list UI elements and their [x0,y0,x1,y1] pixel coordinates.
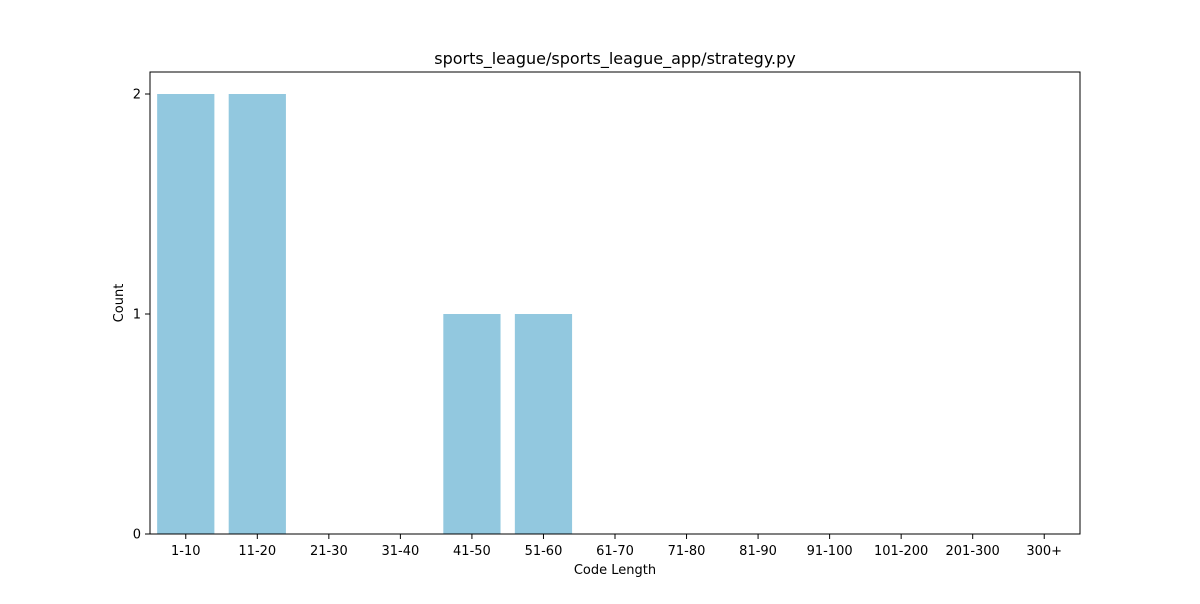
bars-layer [157,94,573,534]
y-axis-label: Count [112,284,127,323]
x-tick-label: 101-200 [874,544,928,559]
y-axis: 0 1 2 [133,88,150,543]
x-tick-label: 300+ [1026,544,1062,559]
x-tick-label: 81-90 [739,544,777,559]
y-tick-label: 2 [133,88,141,103]
y-tick-label: 0 [133,528,141,543]
x-tick-label: 91-100 [807,544,853,559]
x-tick-label: 201-300 [946,544,1000,559]
x-tick-label: 51-60 [525,544,563,559]
bar-11-20 [228,94,286,534]
plot-frame [149,71,1081,535]
bar-51-60 [514,314,573,534]
x-tick-label: 1-10 [171,544,201,559]
x-tick-label: 11-20 [238,544,276,559]
x-axis-label: Code Length [574,563,656,578]
y-tick-label: 1 [133,308,141,323]
x-tick-label: 31-40 [381,544,419,559]
x-axis: 1-10 11-20 21-30 31-40 41-50 51-60 61-70 71-80 8… [171,534,1062,559]
x-tick-label: 71-80 [668,544,706,559]
bar-41-50 [443,314,501,534]
chart-title: sports_league/sports_league_app/strategy… [434,49,795,69]
x-tick-label: 21-30 [310,544,348,559]
bar-1-10 [157,94,215,534]
x-tick-label: 41-50 [453,544,491,559]
x-tick-label: 61-70 [596,544,634,559]
